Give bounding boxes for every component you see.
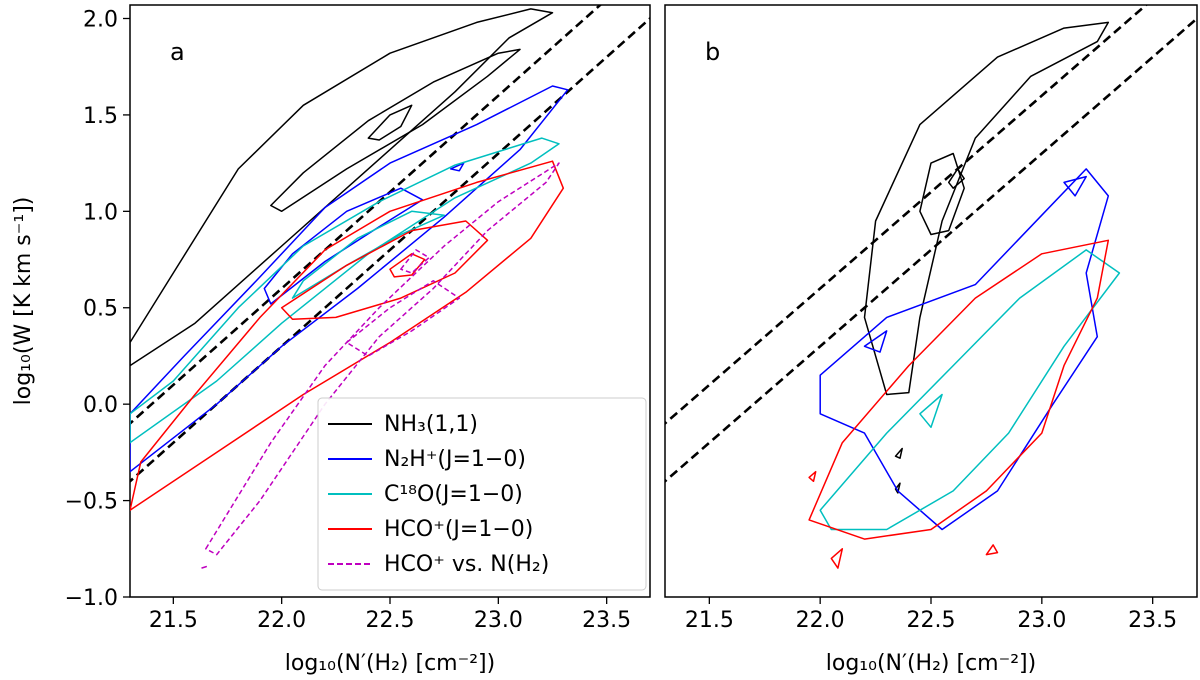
panel-a-y-tick-label-5: 1.5 [83,104,118,129]
panel-b-x-tick-label-3: 23.0 [1017,608,1066,633]
panel-a-series-0-contour-2 [367,104,413,141]
panel-b-series-3-contour-3 [985,544,999,556]
legend-label-n2h: N₂H⁺(J=1−0) [384,447,526,472]
panel-b-axes: 21.5 22.0 22.5 23.0 23.5 [685,597,1177,633]
panel-a-x-tick-label-2: 22.5 [366,608,415,633]
panel-b-plot-area [665,5,1197,569]
panel-b-label: b [705,38,720,66]
panel-a-x-tick-label-3: 23.0 [474,608,523,633]
panel-b-series-3-contour-2 [808,470,817,483]
panel-b-series-0-contour-4 [894,482,901,494]
panel-a-y-tick-label-0: −1.0 [65,586,118,611]
panel-b-series-1-contour-2 [863,330,888,353]
panel-a-y-tick-label-2: 0.0 [83,393,118,418]
panel-a-series-4-contour-1 [345,280,461,357]
panel-a-series-4-contour-3 [200,565,209,569]
panel-b-series-1-contour-0 [819,168,1110,531]
panel-b-x-axis-label: log₁₀(N′(H₂) [cm⁻²]) [826,651,1036,676]
panel-a-y-tick-label-4: 1.0 [83,200,118,225]
panel-a-label: a [170,38,185,66]
legend-label-c18o: C¹⁸O(J=1−0) [384,482,523,507]
panel-a-x-tick-label-0: 21.5 [149,608,198,633]
legend-box [317,397,647,591]
panel-b-series-0-contour-2 [947,168,965,189]
panel-a-series-3-contour-0 [130,160,565,511]
panel-a-y-tick-label-6: 2.0 [83,7,118,32]
panel-b-series-0-contour-1 [919,152,965,236]
panel-a-series-1-contour-2 [449,162,465,172]
panel-a-x-tick-label-1: 22.0 [257,608,306,633]
panel-a-series-2-contour-0 [130,137,560,444]
panel-a-series-1-contour-0 [130,85,569,473]
legend-label-nh3: NH₃(1,1) [384,412,478,437]
y-axis-label: log₁₀(W [K km s⁻¹]) [11,197,36,406]
panel-a-series-4-contour-0 [205,162,560,556]
panel-a-series-0-contour-1 [270,48,521,213]
panel-a-y-tick-label-1: −0.5 [65,490,118,515]
panel-b-series-1-contour-1 [1063,175,1087,197]
panel-b-series-3-contour-1 [830,548,844,569]
panel-b-reference-line-1 [665,16,1197,484]
panel-b-series-2-contour-1 [919,393,943,429]
panel-a-series-4-contour-2 [400,249,430,274]
panel-b-reference-line-0 [665,5,1148,426]
panel-b-series-0-contour-3 [894,447,903,459]
panel-a-y-tick-label-3: 0.5 [83,297,118,322]
legend: NH₃(1,1) N₂H⁺(J=1−0) C¹⁸O(J=1−0) HCO⁺(J=… [317,397,647,591]
panel-b-x-tick-label-0: 21.5 [685,608,734,633]
panel-a-series-3-contour-1 [280,220,489,321]
panel-b-x-tick-label-2: 22.5 [907,608,956,633]
panel-a-series-0-contour-0 [130,8,554,367]
panel-a-plot-area [130,5,650,569]
panel-a-reference-line-1 [130,16,650,484]
panel-b-x-tick-label-4: 23.5 [1128,608,1177,633]
panel-a-axes: 21.5 22.0 22.5 23.0 23.5 −1.0 −0.5 0.0 0.5 1.0 1.5… [65,7,632,633]
panel-b-series-0-contour-0 [863,21,1110,396]
legend-label-hco: HCO⁺(J=1−0) [384,517,533,542]
panel-a-series-3-contour-2 [389,253,426,278]
panel-a-x-axis-label: log₁₀(N′(H₂) [cm⁻²]) [285,651,495,676]
panel-a-x-tick-label-4: 23.5 [582,608,631,633]
panel-b-x-tick-label-1: 22.0 [796,608,845,633]
panel-b-series-2-contour-0 [819,249,1121,531]
legend-label-hco-nh2: HCO⁺ vs. N(H₂) [384,552,549,577]
panel-b-series-3-contour-0 [808,239,1110,540]
